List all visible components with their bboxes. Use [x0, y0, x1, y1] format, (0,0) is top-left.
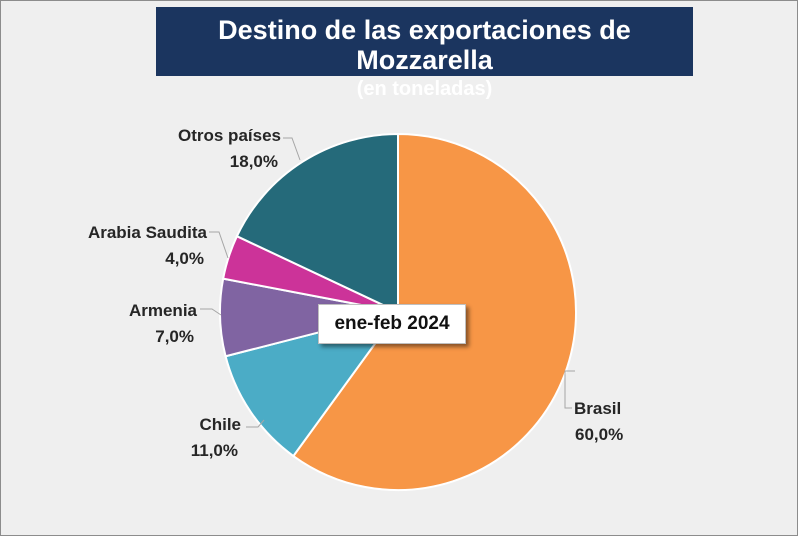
slice-value-label: 7,0% — [155, 327, 194, 346]
period-label: ene-feb 2024 — [318, 304, 466, 344]
slice-category-label: Brasil — [574, 399, 621, 418]
slice-value-label: 4,0% — [165, 249, 204, 268]
slice-value-label: 11,0% — [191, 441, 238, 460]
pie-slices — [219, 132, 577, 491]
slice-labels: Brasil 60,0% Chile 11,0% Armenia 7,0% Arabia S… — [88, 126, 623, 460]
slice-category-label: Chile — [199, 415, 241, 434]
leader-lines — [200, 137, 575, 428]
slice-category-label: Armenia — [129, 301, 198, 320]
leader-line — [283, 137, 301, 161]
leader-line — [209, 231, 229, 259]
leader-line — [564, 370, 575, 409]
pie-slice-otros-pases — [235, 132, 399, 314]
title-box: Destino de las exportaciones de Mozzarel… — [156, 7, 693, 100]
slice-value-label: 60,0% — [575, 425, 623, 444]
slice-category-label: Arabia Saudita — [88, 223, 208, 242]
pie-slice-chile — [224, 310, 401, 458]
chart-subtitle: (en toneladas) — [356, 78, 493, 100]
leader-line — [246, 419, 265, 428]
leader-line — [200, 308, 222, 316]
chart-title: Destino de las exportaciones de Mozzarel… — [218, 15, 631, 75]
slice-category-label: Otros países — [178, 126, 281, 145]
slice-value-label: 18,0% — [230, 152, 278, 171]
